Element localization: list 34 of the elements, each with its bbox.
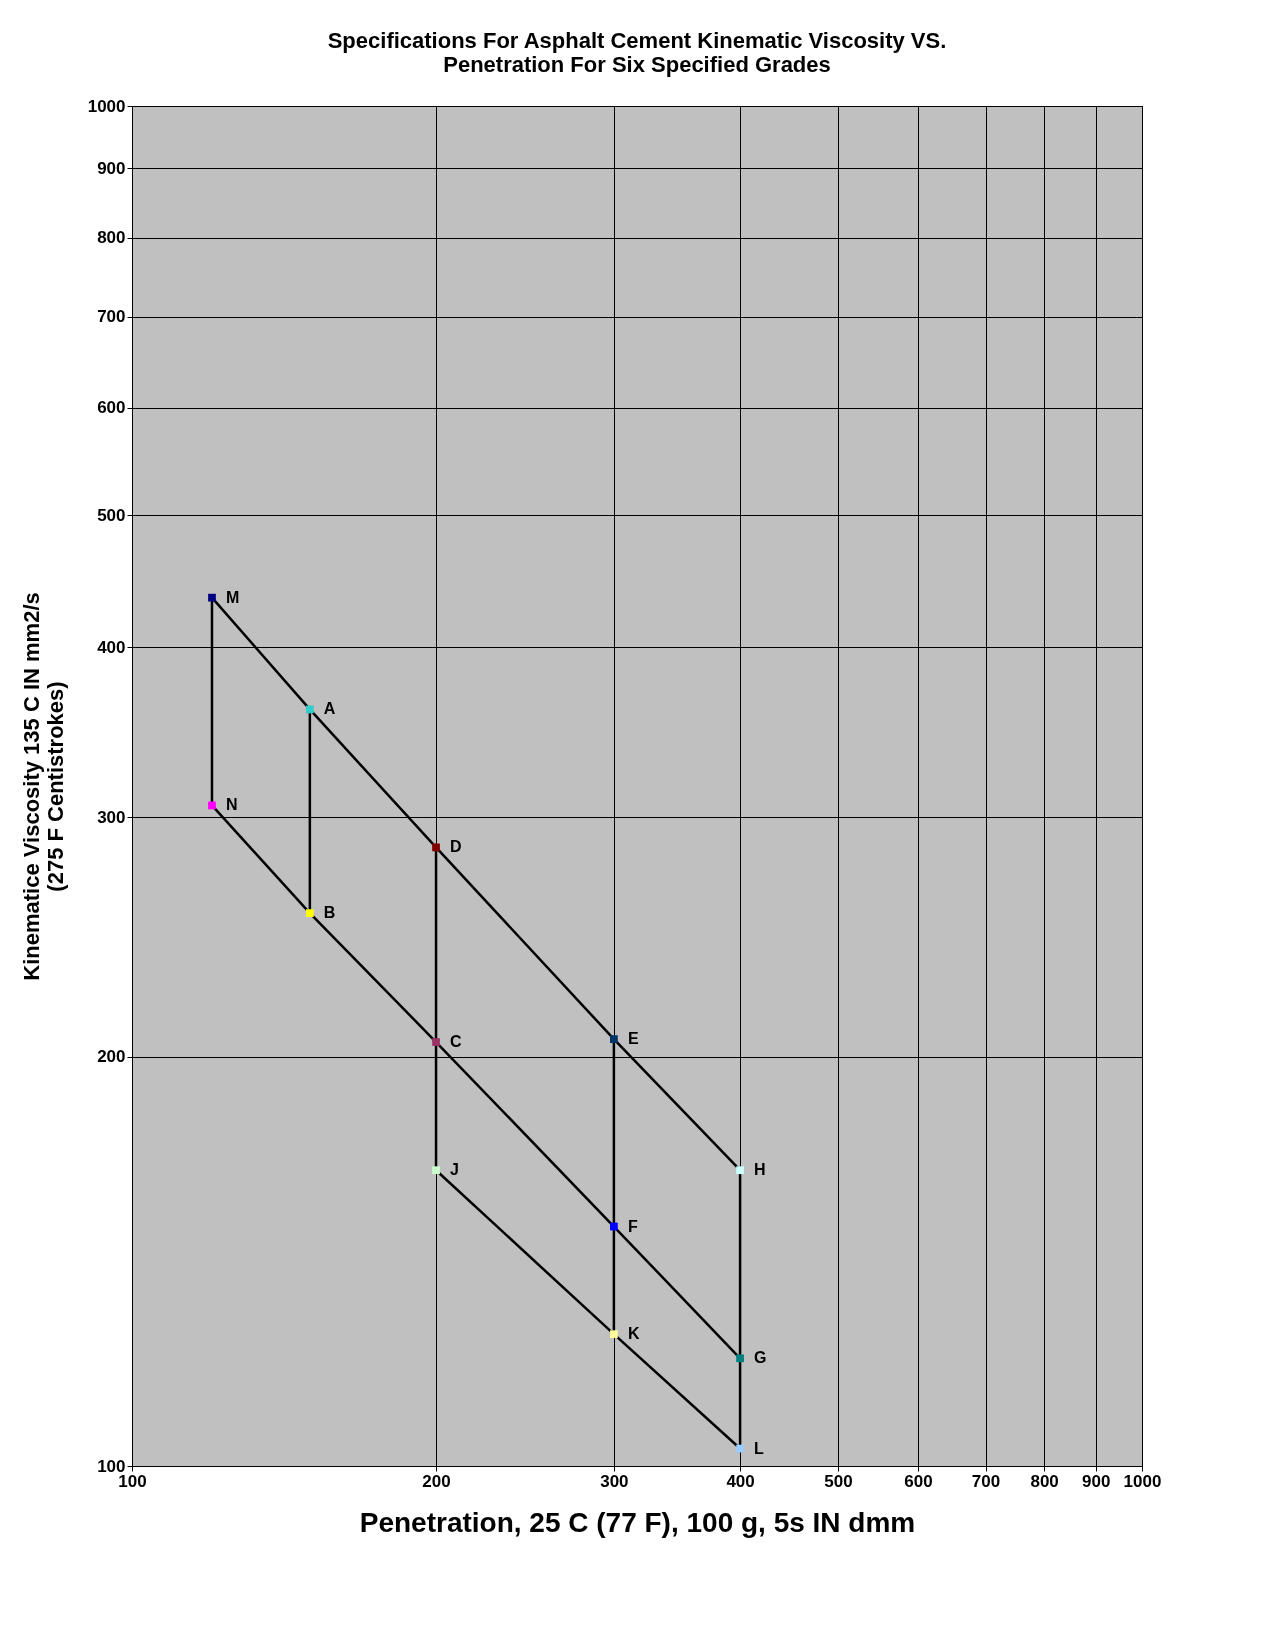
y-tick-label: 300 bbox=[97, 807, 126, 827]
annotation: M bbox=[225, 588, 240, 606]
annotation: B bbox=[323, 904, 336, 922]
x-tick-label: 300 bbox=[600, 1471, 629, 1491]
annotation: D bbox=[450, 838, 462, 856]
x-tick-label: 400 bbox=[726, 1471, 755, 1491]
x-tick-label: 900 bbox=[1082, 1471, 1111, 1491]
x-tick-label: 500 bbox=[824, 1471, 853, 1491]
x-tick-label: 1000 bbox=[1123, 1471, 1162, 1491]
x-axis-title: Penetration, 25 C (77 F), 100 g, 5s IN dmm bbox=[359, 1506, 916, 1538]
x-tick-label: 800 bbox=[1030, 1471, 1059, 1491]
annotation: K bbox=[627, 1325, 640, 1343]
y-tick-label: 400 bbox=[97, 637, 126, 657]
annotation: J bbox=[450, 1161, 459, 1179]
annotation: N bbox=[225, 796, 238, 814]
annotation: E bbox=[627, 1030, 639, 1048]
x-tick-label: 200 bbox=[422, 1471, 451, 1491]
annotation: F bbox=[627, 1217, 638, 1235]
y-tick-label: 700 bbox=[97, 307, 126, 327]
annotation: G bbox=[754, 1349, 767, 1367]
x-tick-label: 700 bbox=[971, 1471, 1001, 1491]
x-tick-label: 600 bbox=[904, 1471, 933, 1491]
y-axis-title: Kinematice Viscosity 135 C IN mm2/s (275 F Centistrokes) bbox=[18, 592, 68, 981]
y-tick-label: 600 bbox=[97, 398, 126, 418]
annotation: L bbox=[754, 1439, 765, 1457]
y-tick-label: 200 bbox=[97, 1047, 126, 1067]
y-tick-label: 1000 bbox=[87, 96, 126, 116]
annotation: C bbox=[450, 1033, 463, 1051]
y-tick-label: 900 bbox=[97, 158, 126, 178]
annotation: A bbox=[323, 700, 336, 718]
y-tick-label: 800 bbox=[97, 228, 126, 248]
y-tick-label: 500 bbox=[97, 505, 126, 525]
chart-title: Specifications For Asphalt Cement Kinematic Viscosity VS. Penetration For Six Specified Grades bbox=[327, 28, 947, 77]
annotation: H bbox=[754, 1161, 766, 1179]
